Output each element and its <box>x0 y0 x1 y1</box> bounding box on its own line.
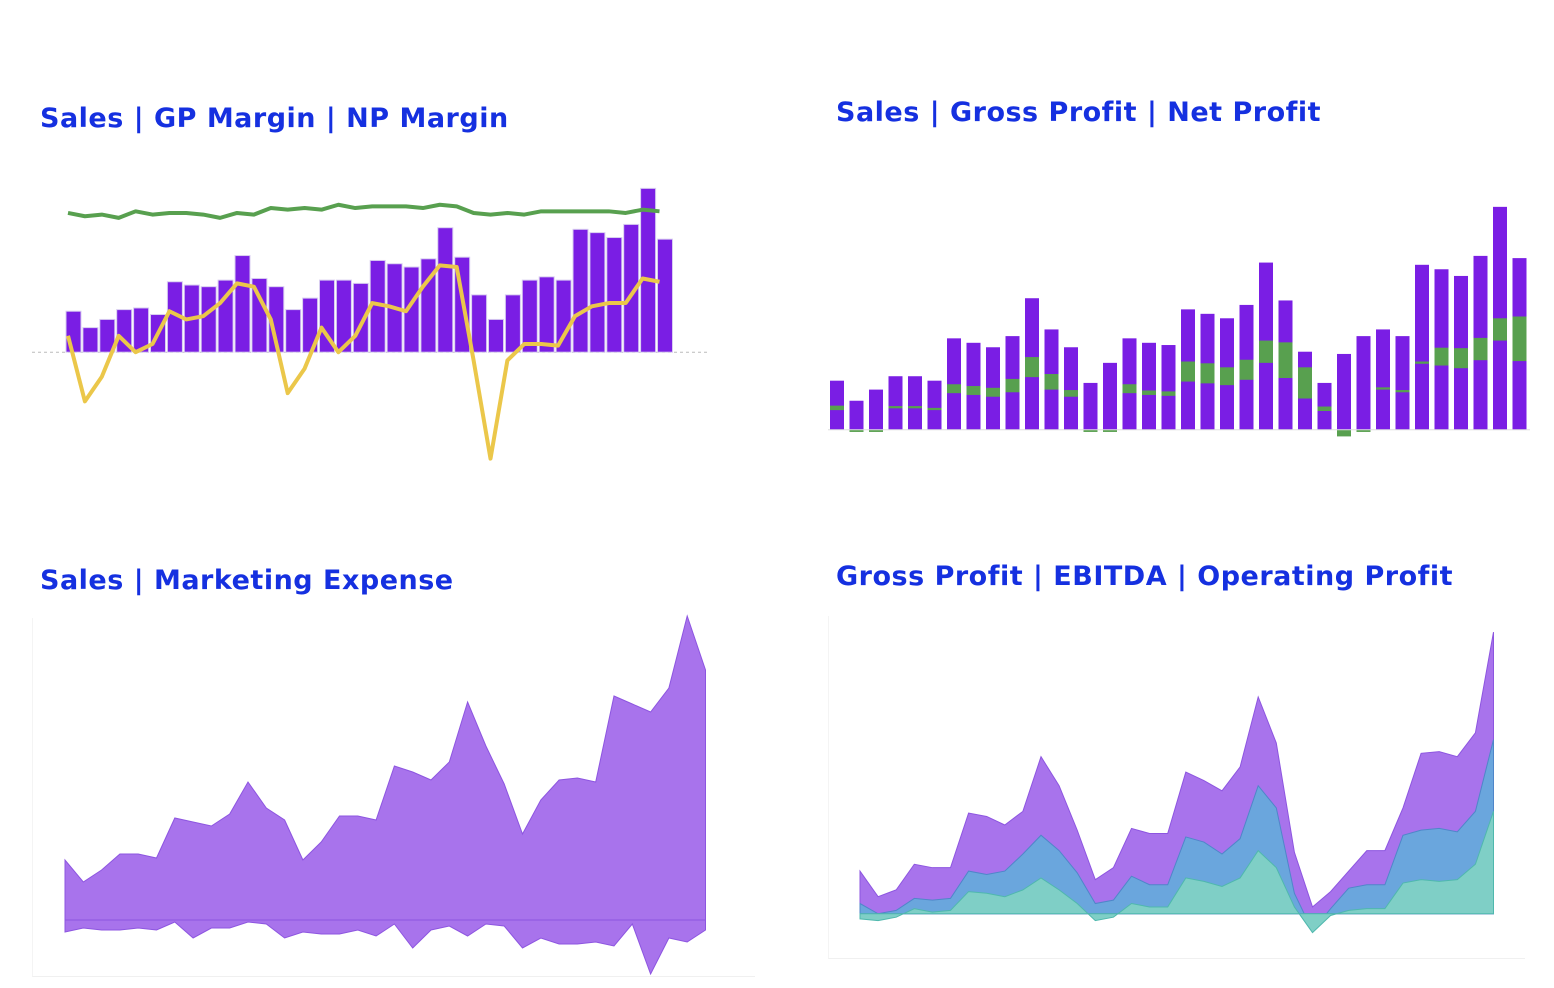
sales-bar <box>200 286 217 353</box>
sales-bar <box>888 376 903 430</box>
sales-bar <box>869 389 883 430</box>
sales-bar <box>1395 336 1410 430</box>
net-profit-segment <box>966 386 981 395</box>
operating-profit-area <box>859 811 1494 934</box>
sales-bar <box>1103 362 1117 430</box>
net-profit-segment <box>1434 347 1449 366</box>
net-profit-segment <box>1044 374 1059 390</box>
sales-bar <box>319 279 335 353</box>
net-profit-segment <box>1005 378 1020 393</box>
chart-title-sales-profits: Sales | Gross Profit | Net Profit <box>836 97 1322 128</box>
sales-bar <box>1376 329 1390 430</box>
sales-bar <box>82 327 99 353</box>
net-profit-segment <box>1181 361 1195 382</box>
net-profit-segment <box>1220 367 1234 386</box>
net-profit-segment <box>1103 429 1117 432</box>
sales-bar <box>488 318 504 353</box>
net-profit-segment <box>1161 391 1176 396</box>
sales-bar <box>521 279 538 353</box>
net-profit-segment <box>1298 367 1312 399</box>
chart-title-gp-ebitda-op: Gross Profit | EBITDA | Operating Profit <box>836 561 1454 592</box>
net-profit-segment <box>869 429 883 432</box>
sales-bar <box>1317 382 1332 430</box>
net-profit-segment <box>1493 318 1507 341</box>
chart-title-sales-marketing: Sales | Marketing Expense <box>40 565 454 596</box>
net-profit-segment <box>1122 384 1137 394</box>
sales-bar <box>589 232 606 353</box>
net-profit-segment <box>1376 387 1390 390</box>
sales-bar <box>1161 345 1176 430</box>
net-profit-segment <box>1415 361 1429 364</box>
sales-bar <box>116 309 133 353</box>
net-profit-segment <box>927 407 942 411</box>
net-profit-segment <box>986 387 1000 397</box>
net-profit-segment <box>1064 390 1078 397</box>
chart-3-frame <box>32 618 755 977</box>
sales-bar <box>1415 264 1429 430</box>
net-profit-segment <box>1454 348 1468 369</box>
marketing-expense-area <box>64 919 706 976</box>
net-profit-segment <box>1337 429 1351 437</box>
sales-bar <box>285 309 302 353</box>
sales-bar <box>1083 382 1098 430</box>
sales-bar <box>335 279 352 353</box>
gross-profit-area <box>859 631 1494 915</box>
net-profit-segment <box>1239 359 1254 380</box>
sales-bar <box>538 276 555 353</box>
sales-bar <box>437 227 454 353</box>
sales-bar <box>471 294 488 353</box>
sales-bar <box>830 380 844 430</box>
net-profit-segment <box>1317 406 1332 411</box>
sales-bar <box>927 380 942 430</box>
sales-bar <box>99 318 116 353</box>
sales-bar <box>947 338 961 430</box>
net-profit-segment <box>908 406 922 409</box>
net-profit-segment <box>849 429 864 432</box>
net-profit-segment <box>888 406 903 409</box>
sales-bar <box>555 279 572 353</box>
chart-title-sales-margins: Sales | GP Margin | NP Margin <box>40 103 509 134</box>
net-profit-segment <box>1356 429 1371 432</box>
net-profit-segment <box>1200 363 1215 384</box>
gp-margin-line <box>67 202 660 220</box>
net-profit-segment <box>1142 390 1156 395</box>
sales-bar <box>1356 336 1371 430</box>
sales-bar <box>572 228 589 353</box>
net-profit-segment <box>1278 342 1293 379</box>
sales-bar <box>1064 347 1078 430</box>
sales-bar <box>908 376 922 430</box>
net-profit-segment <box>1473 337 1488 361</box>
sales-bar <box>849 400 864 430</box>
net-profit-segment <box>1083 429 1098 432</box>
net-profit-segment <box>947 384 961 394</box>
net-profit-segment <box>830 405 844 411</box>
sales-bar <box>504 294 521 353</box>
sales-area <box>64 614 706 921</box>
sales-bar <box>1337 353 1351 430</box>
chart-4-frame <box>828 616 1525 959</box>
np-margin-line <box>66 263 660 461</box>
sales-bar <box>657 238 673 353</box>
net-profit-segment <box>1512 316 1527 362</box>
sales-bar <box>1142 342 1156 430</box>
sales-bar <box>234 255 251 353</box>
sales-bar <box>1122 338 1137 430</box>
sales-bar <box>606 237 623 353</box>
ebitda-area <box>859 739 1494 932</box>
net-profit-segment <box>1395 390 1410 393</box>
sales-bar <box>640 187 657 353</box>
net-profit-segment <box>1259 340 1273 363</box>
sales-bar <box>133 307 150 353</box>
net-profit-segment <box>1025 357 1039 378</box>
sales-bar <box>623 223 640 353</box>
